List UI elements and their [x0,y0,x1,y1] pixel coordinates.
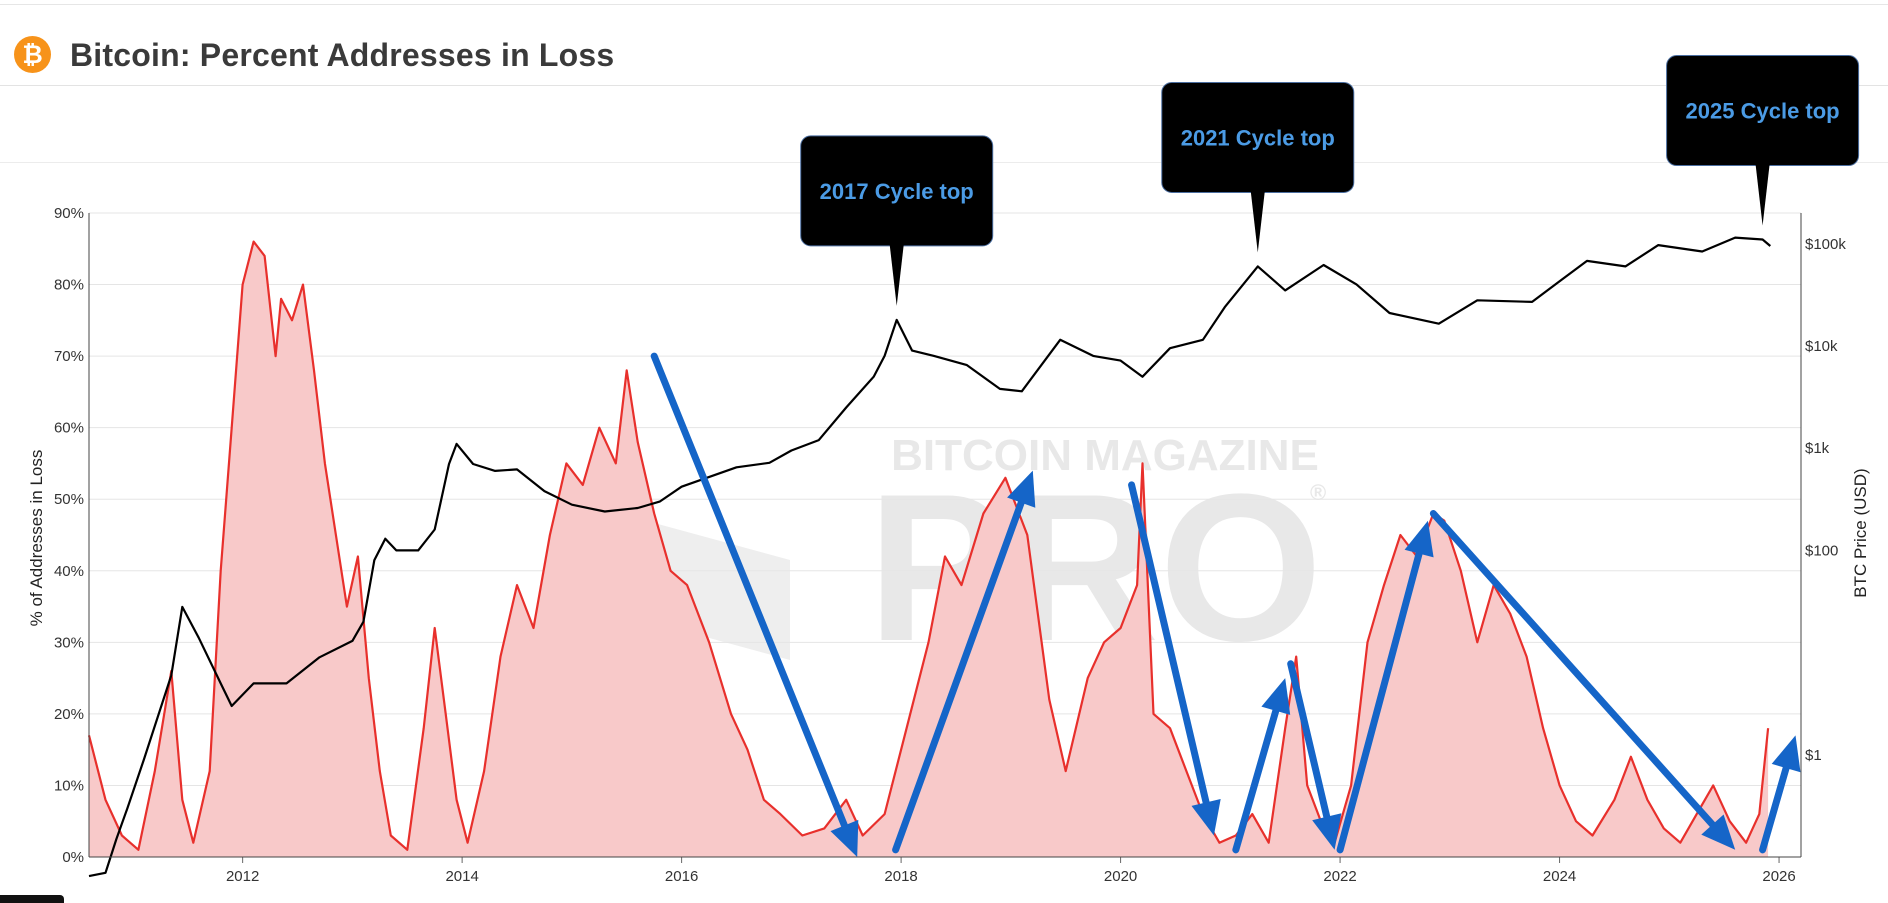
top-rule [0,4,1888,5]
corner-badge [0,895,64,903]
loss-area [89,241,1769,858]
trend-arrow-shaft [892,499,1025,854]
callout-pointer [1250,191,1265,253]
trend-arrows [650,352,1801,857]
callout-pointer [1755,164,1770,226]
trend-arrow-shaft [1128,481,1210,806]
trend-arrow [1759,735,1801,854]
x-tick-label: 2012 [226,868,259,885]
trend-arrow-shaft [650,352,848,829]
trend-arrow-shaft [1429,510,1716,829]
left-axis-label: % of Addresses in Loss [27,450,46,627]
right-tick-label: $100k [1805,236,1846,253]
trend-arrow-shaft [1287,660,1331,821]
callout-label: 2025 Cycle top [1686,99,1840,124]
header-divider [0,85,1888,86]
left-tick-label: 0% [62,849,84,866]
trend-arrow [1128,481,1221,836]
callout-label: 2021 Cycle top [1181,125,1335,150]
right-tick-label: $100 [1805,542,1838,559]
right-axis-label: BTC Price (USD) [1851,468,1870,597]
trend-arrow-head [1701,814,1736,850]
trend-arrow [1287,660,1342,850]
x-tick-label: 2020 [1104,868,1137,885]
trend-arrow [1232,678,1291,854]
callout: 2025 Cycle top [1666,55,1860,226]
trend-arrow-head [1191,799,1221,836]
trend-arrow-head [830,819,859,857]
x-tick-label: 2022 [1323,868,1356,885]
bitcoin-logo-icon: ₿ [14,36,51,73]
price-line [88,236,1772,878]
callout: 2021 Cycle top [1161,81,1355,253]
right-tick-label: $10k [1805,338,1838,355]
callout-label: 2017 Cycle top [820,179,974,204]
right-tick-label: $1 [1805,747,1822,764]
trend-arrow [1336,520,1434,854]
axes: % of Addresses in Loss BTC Price (USD) 0… [27,205,1870,885]
left-tick-label: 80% [54,277,84,294]
trend-arrow [650,352,859,857]
right-tick-label: $1k [1805,440,1830,457]
loss-line [87,240,1770,851]
left-tick-label: 30% [54,634,84,651]
trend-arrow-head [1771,735,1801,773]
header: ₿ Bitcoin: Percent Addresses in Loss [0,10,1888,85]
loss-series [87,240,1770,858]
left-tick-label: 90% [54,205,84,222]
trend-arrow-head [1404,520,1434,558]
trend-arrow-head [1261,678,1291,715]
left-tick-label: 70% [54,348,84,365]
callouts: 2017 Cycle top 2021 Cycle top 2025 Cycle t… [800,55,1860,306]
price-series [88,236,1772,878]
trend-arrow-head [1007,470,1036,508]
x-tick-label: 2016 [665,868,698,885]
trend-arrow-shaft [1759,764,1790,854]
x-tick-label: 2018 [884,868,917,885]
x-tick-label: 2014 [445,868,478,885]
trend-arrow [1429,510,1736,850]
callout-pointer [889,244,904,306]
x-tick-label: 2026 [1762,868,1795,885]
left-tick-label: 50% [54,491,84,508]
left-tick-label: 10% [54,777,84,794]
left-tick-label: 20% [54,706,84,723]
x-tick-label: 2024 [1543,868,1576,885]
callout: 2017 Cycle top [800,135,994,306]
left-tick-label: 40% [54,563,84,580]
page-title: Bitcoin: Percent Addresses in Loss [70,37,615,73]
trend-arrow-head [1312,813,1342,850]
trend-arrow [892,470,1036,854]
watermark-mark: ® [1310,480,1326,505]
left-tick-label: 60% [54,420,84,437]
watermark-line1: BITCOIN MAGAZINE [891,431,1319,480]
trend-arrow-shaft [1336,550,1423,854]
trend-arrow-shaft [1232,707,1280,854]
